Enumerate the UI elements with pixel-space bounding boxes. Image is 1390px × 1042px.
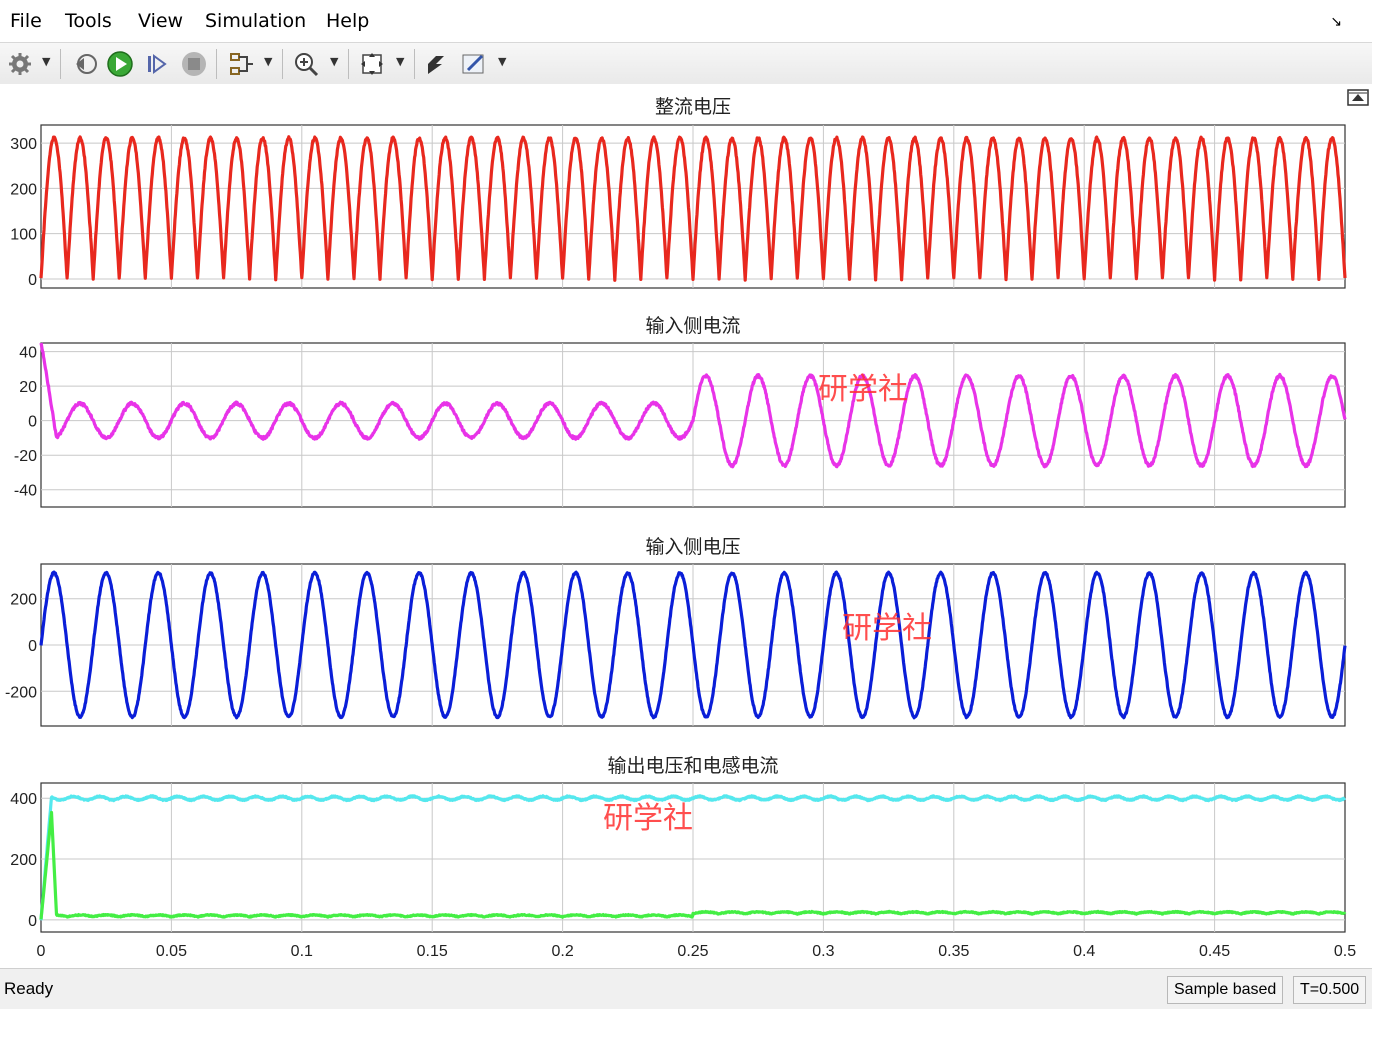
toolbar: ▼ ▼ ▼ ▼ ▼ [0,42,1372,86]
status-sample-mode: Sample based [1167,976,1283,1004]
xtick-label: 0.35 [938,943,969,960]
toolbar-separator [216,49,217,79]
watermark-text: 研学社 [818,372,908,407]
xtick-label: 0 [37,943,46,960]
xtick-label: 0.25 [677,943,708,960]
stop-icon[interactable] [180,50,208,78]
xtick-label: 0.2 [551,943,573,960]
edit-icon[interactable] [460,50,488,78]
xtick-label: 0.1 [291,943,313,960]
menu-help[interactable]: Help [326,10,369,32]
ytick-label: -40 [14,483,37,500]
watermark-text: 研学社 [603,801,693,836]
undock-plot-icon[interactable] [1348,90,1368,105]
status-ready: Ready [4,979,53,999]
menu-tools[interactable]: Tools [65,10,112,32]
menu-view[interactable]: View [138,10,183,32]
xtick-label: 0.4 [1073,943,1095,960]
subplot-title: 整流电压 [655,96,731,118]
undock-arrow-icon[interactable]: ↘ [1330,14,1342,30]
xtick-label: 0.3 [812,943,834,960]
ytick-label: -20 [14,448,37,465]
ytick-label: 0 [28,913,37,930]
subplot-2: 输入侧电流 -40 -20 0 20 40 研学社 [14,315,1345,507]
ytick-label: 100 [10,227,37,244]
toolbar-separator [348,49,349,79]
status-time: T=0.500 [1293,976,1366,1004]
subplot-title: 输出电压和电感电流 [607,755,778,777]
menu-simulation[interactable]: Simulation [205,10,306,32]
scope-plot-area: 整流电压 0 100 200 300 输入侧电流 -40 -20 0 20 40 研学社 输入侧电压 -2… [0,84,1372,968]
subplot-title: 输入侧电压 [645,536,740,558]
ytick-label: 0 [28,638,37,655]
status-bar: Ready Sample based T=0.500 [0,968,1372,1009]
gear-icon[interactable] [6,50,34,78]
xtick-label: 0.5 [1334,943,1356,960]
subplot-4: 输出电压和电感电流 0 200 400 0 0.05 0.1 0.15 0.2 0.25 0.3 0.… [10,755,1356,960]
fit-to-view-icon[interactable] [358,50,386,78]
ytick-label: -200 [5,684,37,701]
step-back-icon[interactable] [72,50,100,78]
ytick-label: 20 [19,379,37,396]
toolbar-separator [282,49,283,79]
ytick-label: 0 [28,414,37,431]
watermark-text: 研学社 [842,611,932,646]
subplot-3: 输入侧电压 -200 0 200 研学社 [5,536,1345,726]
ytick-label: 200 [10,181,37,198]
toolbar-separator [60,49,61,79]
ytick-label: 0 [28,272,37,289]
fit-dropdown-icon[interactable]: ▼ [396,55,404,68]
xtick-label: 0.05 [156,943,187,960]
ytick-label: 40 [19,345,37,362]
xtick-label: 0.15 [417,943,448,960]
toolbar-separator [414,49,415,79]
menu-file[interactable]: File [10,10,42,32]
scope-plots: 整流电压0100200300输入侧电流-40-2002040研学社输入侧电压-2… [0,84,1372,968]
subplot-1: 整流电压 0 100 200 300 [10,96,1345,289]
zoom-dropdown-icon[interactable]: ▼ [330,55,338,68]
zoom-icon[interactable] [292,50,320,78]
run-icon[interactable] [106,50,134,78]
ytick-label: 200 [10,852,37,869]
ytick-label: 200 [10,592,37,609]
xtick-label: 0.45 [1199,943,1230,960]
ytick-label: 300 [10,136,37,153]
signal-select-icon[interactable] [227,50,255,78]
ytick-label: 400 [10,791,37,808]
signal-dropdown-icon[interactable]: ▼ [264,55,272,68]
step-forward-icon[interactable] [142,50,170,78]
subplot-title: 输入侧电流 [645,315,740,337]
gear-dropdown-icon[interactable]: ▼ [42,55,50,68]
edit-dropdown-icon[interactable]: ▼ [498,55,506,68]
cursor-icon[interactable] [422,50,450,78]
menu-bar: File Tools View Simulation Help ↘ [0,0,1372,42]
